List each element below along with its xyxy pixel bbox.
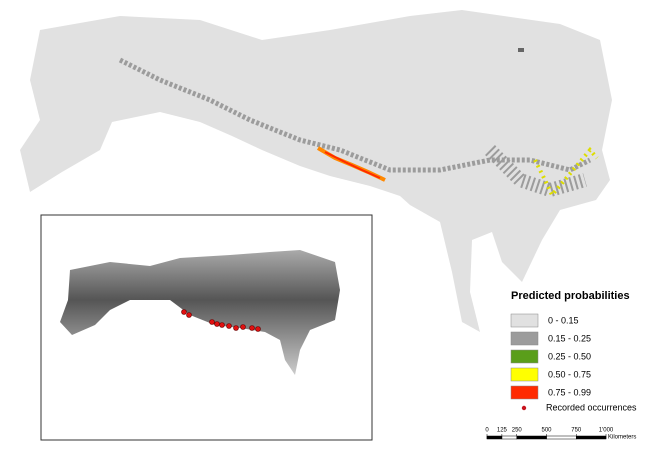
legend-label: 0 - 0.15 [548, 315, 579, 325]
legend-title: Predicted probabilities [511, 290, 630, 302]
scale-segment [546, 435, 577, 440]
legend-swatch [510, 331, 539, 346]
elevation-band [485, 145, 587, 198]
legend: 0 - 0.15 0.15 - 0.25 0.25 - 0.50 0.50 - 0.7… [510, 313, 637, 412]
legend-label: 0.50 - 0.75 [548, 369, 591, 379]
high-probability-zone [324, 151, 381, 179]
scale-label: 1'000 [599, 428, 614, 434]
inset-frame [40, 214, 373, 441]
scale-segment [516, 435, 547, 440]
scale-unit: Kilometers [608, 435, 636, 441]
scale-segment [501, 435, 517, 440]
legend-swatch [510, 313, 539, 328]
legend-label: 0.15 - 0.25 [548, 333, 591, 343]
lake [518, 48, 524, 52]
legend-swatch [510, 385, 539, 400]
legend-swatch [510, 349, 539, 364]
scale-label: 250 [512, 428, 523, 434]
inset-relief [60, 250, 340, 375]
legend-label: 0.75 - 0.99 [548, 387, 591, 397]
scale-label: 125 [497, 428, 508, 434]
scale-label: 750 [571, 428, 582, 434]
scale-segment [486, 435, 503, 440]
scale-segment [576, 435, 607, 440]
legend-label: Recorded occurrences [546, 402, 637, 412]
legend-label: 0.25 - 0.50 [548, 351, 591, 361]
region-shape [20, 10, 612, 332]
legend-swatch [510, 367, 539, 382]
legend-marker [521, 405, 527, 411]
scale-label: 0 [485, 428, 489, 434]
occurrence-points [181, 309, 261, 332]
elevation-band [118, 57, 592, 173]
scale-label: 500 [541, 428, 552, 434]
